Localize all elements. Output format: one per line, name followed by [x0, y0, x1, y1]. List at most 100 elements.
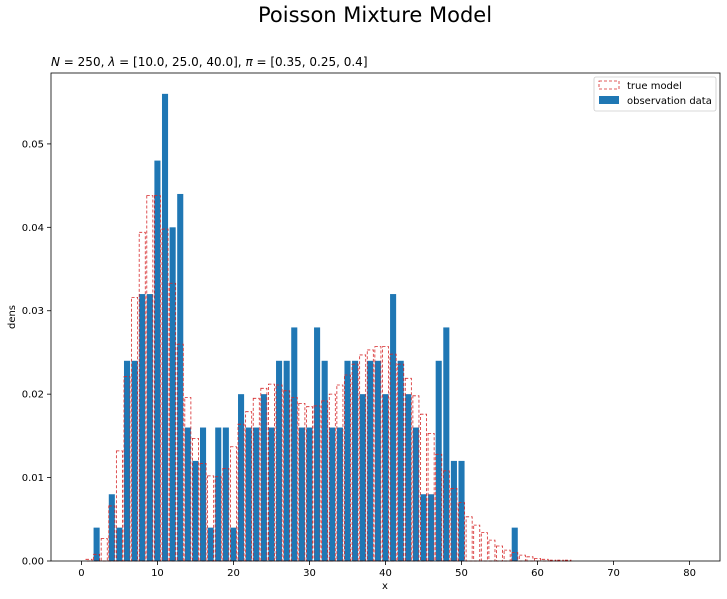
- observation-bar: [450, 460, 457, 561]
- y-axis-label: dens: [7, 305, 18, 329]
- true-model-bar: [283, 390, 291, 562]
- true-model-bar: [480, 532, 488, 562]
- subtitle-n-value: 250: [78, 55, 101, 69]
- observation-bar: [238, 394, 245, 561]
- observation-bar: [443, 327, 450, 561]
- observation-bar: [184, 427, 191, 561]
- observation-bar: [420, 494, 427, 561]
- y-tick-label: 0.05: [22, 139, 44, 150]
- true-model-bar: [473, 524, 481, 562]
- true-model-bar: [465, 516, 473, 562]
- x-axis: 0 10 20 30 40 50 60 70 80: [78, 561, 696, 579]
- observation-bar: [131, 360, 138, 561]
- y-tick-label: 0.02: [22, 390, 44, 401]
- observation-bar: [154, 160, 161, 561]
- observation-bar: [405, 394, 412, 561]
- observation-bar: [511, 527, 518, 561]
- observation-bar: [215, 427, 222, 561]
- observation-bar: [93, 527, 100, 561]
- observation-bar: [139, 294, 146, 561]
- observation-bar: [336, 427, 343, 561]
- observation-bar: [161, 93, 169, 561]
- observation-bar: [435, 360, 442, 561]
- observation-bar: [428, 494, 435, 561]
- observation-bar: [192, 460, 199, 561]
- y-tick-label: 0.01: [22, 473, 44, 484]
- true-model-bar: [245, 411, 253, 562]
- y-tick-label: 0.04: [22, 223, 44, 234]
- observation-bar: [253, 427, 260, 561]
- true-model-bar: [442, 470, 450, 562]
- true-model-bar: [549, 559, 557, 562]
- observation-bar: [276, 360, 283, 561]
- x-axis-label: x: [382, 581, 388, 592]
- observation-bar: [169, 227, 176, 561]
- true-model-bar: [564, 559, 572, 562]
- true-model-bar: [503, 549, 511, 562]
- legend: true model observation data: [593, 76, 717, 112]
- true-model-bar: [526, 556, 534, 562]
- observation-bar: [306, 427, 313, 561]
- legend-label-true-model: true model: [627, 81, 682, 92]
- observation-bar: [314, 327, 321, 561]
- observation-bar: [177, 193, 184, 561]
- observation-bar: [374, 360, 381, 561]
- observation-bar: [382, 394, 389, 561]
- observation-bar: [260, 394, 267, 561]
- observation-bar: [321, 360, 328, 561]
- observation-bar: [329, 427, 336, 561]
- y-tick-label: 0.00: [22, 557, 44, 568]
- y-tick-label: 0.03: [22, 306, 44, 317]
- observation-bars: [93, 93, 518, 561]
- x-tick-label: 20: [227, 568, 240, 579]
- subtitle-n-name: N: [51, 55, 60, 69]
- observation-bar: [230, 527, 237, 561]
- x-tick-label: 70: [607, 568, 620, 579]
- x-tick-label: 40: [379, 568, 392, 579]
- chart-subtitle: N = 250, λ = [10.0, 25.0, 40.0], π = [0.…: [51, 55, 368, 69]
- observation-bar: [291, 327, 298, 561]
- subtitle-sep1: ,: [101, 55, 109, 69]
- true-model-bar: [518, 554, 526, 562]
- true-model-bar: [153, 195, 161, 562]
- observation-bar: [200, 427, 207, 561]
- subtitle-lambda-name: λ: [107, 55, 115, 69]
- observation-bar: [245, 427, 252, 561]
- true-model-bar: [100, 538, 108, 562]
- observation-bar: [268, 427, 275, 561]
- observation-bar: [367, 360, 374, 561]
- true-model-bar: [321, 400, 329, 562]
- true-model-bar: [115, 450, 123, 562]
- subtitle-pi-value: [0.35, 0.25, 0.4]: [270, 55, 367, 69]
- observation-bar: [298, 427, 305, 561]
- observation-bar: [222, 427, 229, 561]
- observation-bar: [390, 294, 397, 561]
- observation-bar: [344, 360, 351, 561]
- true-model-bar: [556, 559, 564, 562]
- true-model-bar: [146, 195, 154, 562]
- subtitle-lambda-value: [10.0, 25.0, 40.0]: [133, 55, 238, 69]
- observation-bar: [412, 427, 419, 561]
- true-model-bar: [496, 545, 503, 562]
- x-tick-label: 50: [455, 568, 468, 579]
- subtitle-sep2: ,: [238, 55, 246, 69]
- legend-label-observation-data: observation data: [627, 96, 712, 107]
- x-tick-label: 80: [683, 568, 696, 579]
- observation-bar: [458, 460, 465, 561]
- observation-bar: [123, 360, 131, 561]
- x-tick-label: 10: [151, 568, 164, 579]
- observation-bar: [146, 294, 153, 561]
- x-tick-label: 60: [531, 568, 544, 579]
- y-axis: 0.00 0.01 0.02 0.03 0.04 0.05: [22, 139, 51, 568]
- subtitle-eq2: =: [115, 55, 133, 69]
- subtitle-eq3: =: [253, 55, 271, 69]
- subtitle-pi-name: π: [245, 55, 253, 69]
- x-tick-label: 30: [303, 568, 316, 579]
- subtitle-eq: =: [60, 55, 78, 69]
- observation-bar: [359, 394, 366, 561]
- true-model-bar: [488, 539, 496, 562]
- chart-suptitle: Poisson Mixture Model: [258, 3, 492, 27]
- observation-bar: [207, 527, 214, 561]
- legend-swatch-true-model: [598, 80, 620, 90]
